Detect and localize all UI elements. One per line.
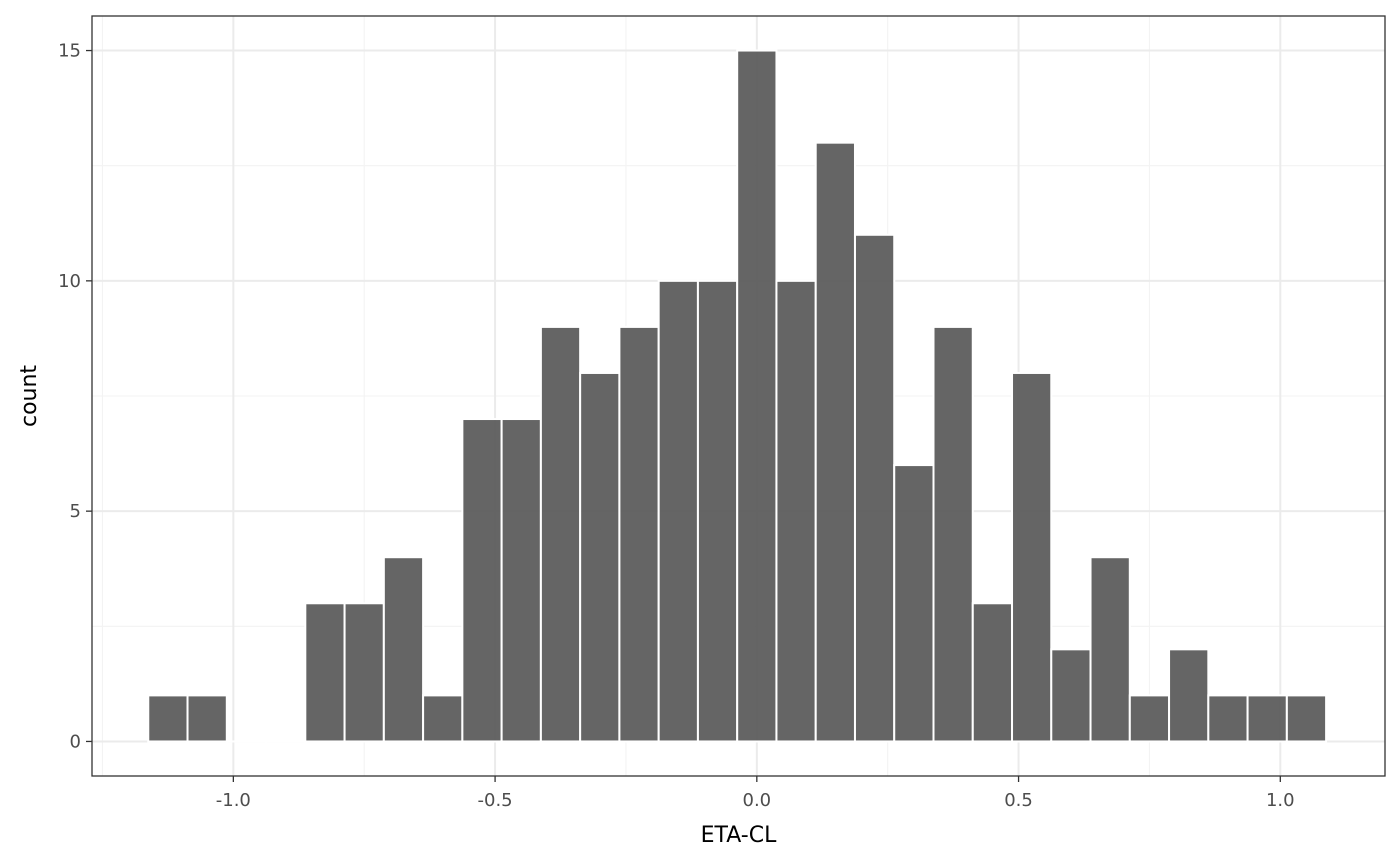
histogram-bar xyxy=(1207,694,1249,743)
y-axis-ticks: 0 5 10 15 xyxy=(58,41,92,752)
histogram-bar xyxy=(657,279,699,743)
x-tick-label: -0.5 xyxy=(478,790,513,811)
histogram-bar xyxy=(461,418,503,743)
histogram-bars xyxy=(147,49,1328,743)
histogram-bar xyxy=(500,418,542,743)
histogram-bar xyxy=(382,556,425,743)
y-tick-label: 0 xyxy=(70,731,81,752)
histogram-bar xyxy=(971,602,1014,743)
x-tick-label: 0.0 xyxy=(743,790,772,811)
histogram-bar xyxy=(1285,694,1328,743)
x-axis-ticks: -1.0 -0.5 0.0 0.5 1.0 xyxy=(216,776,1295,811)
histogram-bar xyxy=(422,694,464,743)
histogram-bar xyxy=(579,371,621,743)
histogram-bar xyxy=(736,49,778,743)
histogram-bar xyxy=(1128,694,1171,743)
histogram-bar xyxy=(1168,648,1210,743)
histogram-bar xyxy=(1089,556,1131,743)
histogram-bar xyxy=(343,602,385,743)
histogram-bar xyxy=(1050,648,1092,743)
x-tick-label: 0.5 xyxy=(1004,790,1033,811)
histogram-bar xyxy=(893,464,935,743)
histogram-bar xyxy=(1011,371,1053,743)
y-axis-title: count xyxy=(17,365,42,427)
histogram-bar xyxy=(539,325,582,743)
histogram-bar xyxy=(932,325,974,743)
panel-border xyxy=(91,15,1386,777)
y-tick-label: 15 xyxy=(58,41,81,62)
histogram-bar xyxy=(304,602,346,743)
histogram-bar xyxy=(1246,694,1288,743)
y-tick-label: 5 xyxy=(70,501,81,522)
histogram-bar xyxy=(147,694,189,743)
x-tick-label: -1.0 xyxy=(216,790,251,811)
histogram-bar xyxy=(775,279,817,743)
histogram-bar xyxy=(186,694,228,743)
histogram-bar xyxy=(853,233,896,743)
x-axis-title: ETA-CL xyxy=(701,823,777,848)
histogram-bar xyxy=(814,141,856,743)
histogram-bar xyxy=(696,279,739,743)
histogram-bar xyxy=(618,325,660,743)
y-tick-label: 10 xyxy=(58,271,81,292)
x-tick-label: 1.0 xyxy=(1266,790,1295,811)
